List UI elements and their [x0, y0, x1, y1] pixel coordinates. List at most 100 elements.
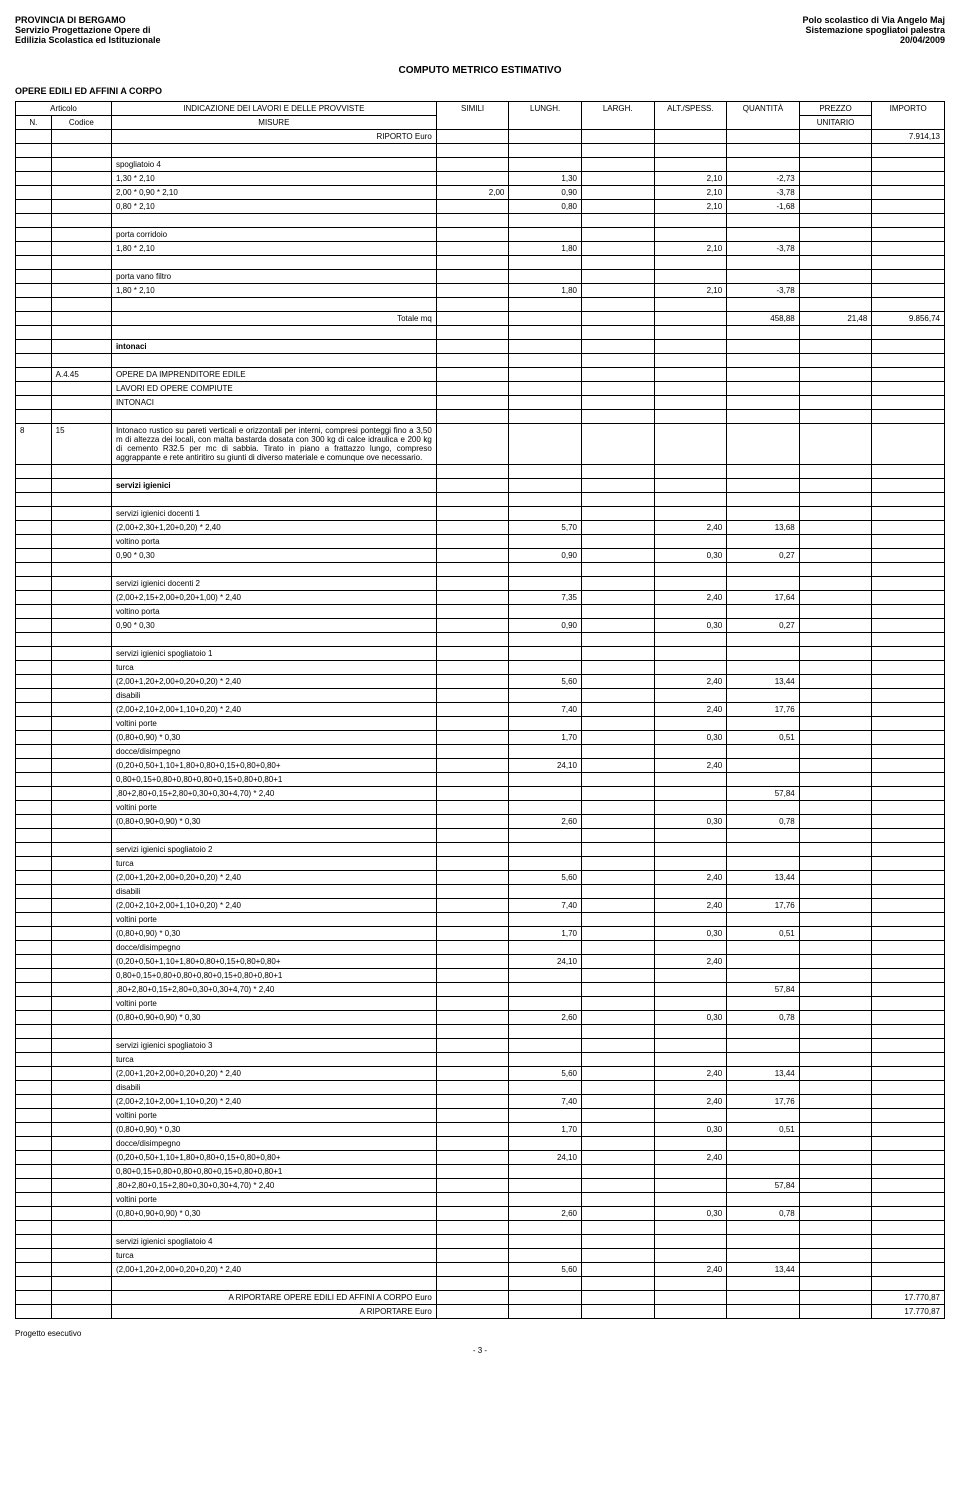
cell-simili [436, 1249, 509, 1263]
cell-lungh: 1,80 [509, 242, 582, 256]
cell-simili [436, 577, 509, 591]
cell-qta [727, 1165, 800, 1179]
cell-simili [436, 731, 509, 745]
page-number: - 3 - [15, 1346, 945, 1355]
cell-desc: servizi igienici spogliatoio 4 [111, 1235, 436, 1249]
cell-prezzo [799, 144, 872, 158]
cell-qta [727, 214, 800, 228]
cell-code [51, 717, 111, 731]
cell-simili [436, 773, 509, 787]
cell-prezzo [799, 1263, 872, 1277]
cell-largh [581, 1151, 654, 1165]
cell-n [16, 158, 52, 172]
cell-n [16, 885, 52, 899]
cell-lungh [509, 1277, 582, 1291]
cell-alt [654, 144, 727, 158]
cell-desc: (2,00+2,10+2,00+1,10+0,20) * 2,40 [111, 1095, 436, 1109]
cell-alt [654, 1039, 727, 1053]
cell-alt: 2,40 [654, 1067, 727, 1081]
cell-prezzo [799, 675, 872, 689]
cell-prezzo [799, 969, 872, 983]
cell-n [16, 1193, 52, 1207]
cell-alt [654, 535, 727, 549]
cell-n [16, 871, 52, 885]
cell-lungh [509, 340, 582, 354]
cell-importo [872, 1137, 945, 1151]
cell-n [16, 1053, 52, 1067]
cell-prezzo [799, 1081, 872, 1095]
cell-n [16, 1039, 52, 1053]
cell-prezzo [799, 382, 872, 396]
cell-qta [727, 1249, 800, 1263]
cell-simili [436, 1151, 509, 1165]
cell-simili [436, 871, 509, 885]
cell-largh [581, 256, 654, 270]
cell-alt [654, 969, 727, 983]
cell-largh [581, 312, 654, 326]
cell-alt [654, 1137, 727, 1151]
cell-qta [727, 1053, 800, 1067]
cell-lungh [509, 130, 582, 144]
cell-alt [654, 787, 727, 801]
cell-desc [111, 298, 436, 312]
cell-simili [436, 1193, 509, 1207]
cell-n [16, 857, 52, 871]
cell-alt [654, 605, 727, 619]
cell-n [16, 521, 52, 535]
cell-alt: 2,10 [654, 186, 727, 200]
cell-prezzo [799, 913, 872, 927]
cell-prezzo [799, 186, 872, 200]
cell-largh [581, 717, 654, 731]
cell-qta [727, 1039, 800, 1053]
cell-desc: porta corridoio [111, 228, 436, 242]
cell-simili [436, 843, 509, 857]
cell-desc: (0,80+0,90) * 0,30 [111, 1123, 436, 1137]
cell-largh [581, 703, 654, 717]
cell-qta: 0,27 [727, 619, 800, 633]
cell-largh [581, 242, 654, 256]
cell-largh [581, 843, 654, 857]
cell-prezzo [799, 326, 872, 340]
cell-desc: voltini porte [111, 1193, 436, 1207]
cell-alt: 2,10 [654, 200, 727, 214]
cell-largh [581, 1235, 654, 1249]
cell-importo [872, 1165, 945, 1179]
cell-n [16, 1109, 52, 1123]
cell-desc: (2,00+1,20+2,00+0,20+0,20) * 2,40 [111, 675, 436, 689]
cell-code [51, 927, 111, 941]
cell-n [16, 368, 52, 382]
cell-importo [872, 969, 945, 983]
cell-alt: 0,30 [654, 549, 727, 563]
cell-qta [727, 1081, 800, 1095]
cell-desc [111, 354, 436, 368]
cell-simili [436, 1165, 509, 1179]
cell-qta [727, 563, 800, 577]
cell-n [16, 1123, 52, 1137]
cell-qta [727, 1109, 800, 1123]
cell-desc: turca [111, 1053, 436, 1067]
cell-code: A.4.45 [51, 368, 111, 382]
cell-prezzo [799, 1207, 872, 1221]
cell-lungh [509, 368, 582, 382]
cell-largh [581, 1193, 654, 1207]
cell-n [16, 172, 52, 186]
cell-n [16, 955, 52, 969]
cell-importo [872, 619, 945, 633]
cell-largh [581, 396, 654, 410]
cell-lungh [509, 1221, 582, 1235]
cell-n [16, 815, 52, 829]
cell-qta [727, 340, 800, 354]
cell-importo [872, 983, 945, 997]
cell-prezzo [799, 1179, 872, 1193]
cell-lungh: 7,40 [509, 703, 582, 717]
cell-lungh: 24,10 [509, 1151, 582, 1165]
cell-lungh [509, 773, 582, 787]
cell-prezzo [799, 787, 872, 801]
cell-simili [436, 1263, 509, 1277]
cell-largh [581, 535, 654, 549]
cell-importo: 7.914,13 [872, 130, 945, 144]
cell-qta [727, 857, 800, 871]
cell-prezzo [799, 871, 872, 885]
cell-desc: voltini porte [111, 1109, 436, 1123]
cell-importo [872, 493, 945, 507]
